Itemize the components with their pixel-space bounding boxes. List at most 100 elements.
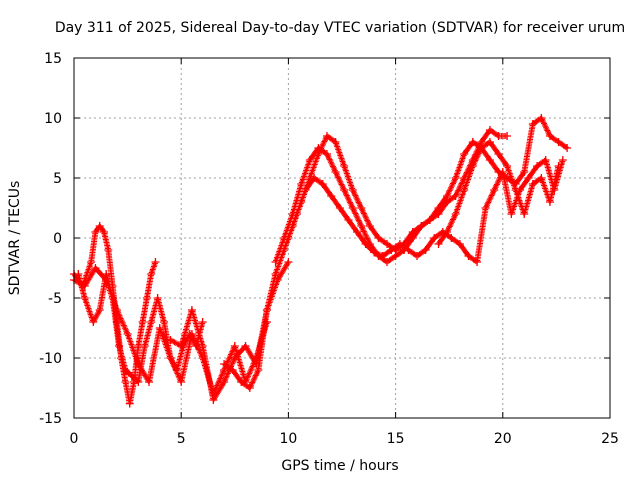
data-point <box>209 396 218 404</box>
data-point <box>327 192 336 200</box>
x-tick-label: 15 <box>387 431 405 447</box>
data-point <box>468 162 477 170</box>
data-point <box>134 378 143 386</box>
x-tick-label: 20 <box>494 431 512 447</box>
data-point <box>177 378 186 386</box>
data-point <box>408 234 417 242</box>
x-tick-labels: 0 5 10 15 20 25 <box>70 431 619 447</box>
data-point <box>245 384 254 392</box>
data-point <box>254 366 263 374</box>
axis-ticks <box>73 57 611 419</box>
data-point <box>443 228 452 236</box>
series-track-7 <box>284 156 567 266</box>
data-point <box>301 186 310 194</box>
data-point <box>485 156 494 164</box>
data-point <box>464 252 473 260</box>
data-point <box>537 114 546 122</box>
data-point <box>554 162 563 170</box>
data-point <box>361 240 370 248</box>
data-point <box>198 342 207 350</box>
data-point <box>241 342 250 350</box>
data-point <box>140 342 149 350</box>
data-point <box>228 366 237 374</box>
data-point <box>335 204 344 212</box>
data-point <box>155 324 164 332</box>
data-point <box>305 156 314 164</box>
data-point <box>460 186 469 194</box>
data-point <box>95 222 104 230</box>
data-point <box>391 252 400 260</box>
series-track-5 <box>220 126 512 392</box>
data-point <box>284 258 293 266</box>
data-point <box>80 294 89 302</box>
data-point <box>112 306 121 314</box>
series-trace <box>272 115 569 265</box>
data-point <box>473 258 482 266</box>
data-point <box>292 210 301 218</box>
data-point <box>485 126 494 134</box>
data-point <box>166 336 175 344</box>
data-point <box>370 248 379 257</box>
data-point <box>541 156 550 164</box>
data-point <box>524 174 533 182</box>
data-point <box>460 150 469 158</box>
data-point <box>511 186 520 194</box>
data-point <box>127 372 136 380</box>
data-point <box>121 366 130 374</box>
data-point <box>421 246 430 254</box>
data-point <box>413 252 422 260</box>
data-point <box>91 228 100 236</box>
data-point <box>220 360 229 368</box>
data-point <box>89 318 98 326</box>
data-point <box>554 138 563 146</box>
data-point <box>322 132 331 140</box>
data-point <box>503 132 512 140</box>
data-point <box>230 342 239 350</box>
data-point <box>494 150 503 158</box>
data-point <box>520 168 529 176</box>
y-tick-labels: -15 -10 -5 0 5 10 15 <box>39 51 62 427</box>
data-point <box>383 258 392 266</box>
y-axis-label: SDTVAR / TECUs <box>7 181 23 296</box>
data-point <box>121 378 130 386</box>
data-point <box>271 258 280 266</box>
data-point <box>187 306 196 314</box>
series-track-3 <box>70 264 271 398</box>
data-point <box>151 258 160 266</box>
data-point <box>447 234 456 242</box>
data-point <box>147 270 156 278</box>
data-point <box>102 276 111 284</box>
data-point <box>533 162 542 170</box>
data-point <box>153 294 162 302</box>
data-point <box>387 246 396 254</box>
y-tick-label: -5 <box>48 291 62 307</box>
x-tick-label: 0 <box>70 431 79 447</box>
data-point <box>104 246 113 254</box>
data-point <box>160 318 169 326</box>
data-point <box>451 192 460 200</box>
data-point <box>357 204 366 212</box>
series-trace <box>221 127 509 391</box>
data-point <box>468 138 477 146</box>
data-point <box>348 204 357 212</box>
data-point <box>520 210 529 218</box>
data-point <box>490 186 499 194</box>
data-point <box>115 342 124 350</box>
data-point <box>417 222 426 230</box>
series-track-8 <box>434 138 563 248</box>
data-series <box>70 114 572 408</box>
x-tick-label: 5 <box>177 431 186 447</box>
data-point <box>284 234 293 242</box>
data-point <box>374 234 383 242</box>
y-tick-label: 0 <box>53 231 62 247</box>
data-point <box>455 240 464 248</box>
data-point <box>95 306 104 314</box>
data-point <box>430 234 439 242</box>
x-tick-label: 10 <box>279 431 297 447</box>
data-point <box>80 282 89 290</box>
data-point <box>434 240 443 248</box>
data-point <box>563 144 572 152</box>
data-point <box>365 222 374 230</box>
data-point <box>545 132 554 140</box>
